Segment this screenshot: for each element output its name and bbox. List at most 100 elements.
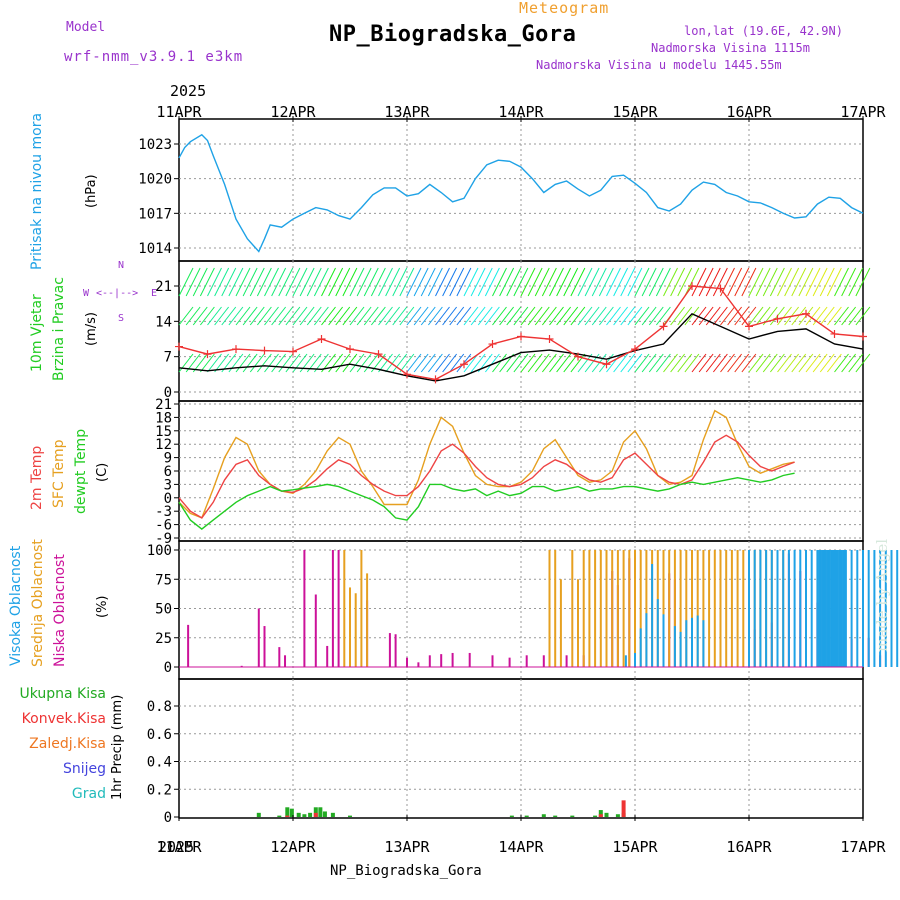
x-tick-label-bottom: 14APR [498,838,544,856]
wind-barb [242,267,258,297]
x-tick-label-top: 16APR [726,103,772,121]
wind-barb [435,353,450,373]
wind-barb [292,353,308,373]
wind-barb [435,267,450,297]
wind-barb [663,267,678,297]
wind-gust-marker [431,375,440,384]
wind-barb [606,353,621,373]
y-tick-label: 1023 [138,137,172,153]
wind-barb [328,353,344,373]
wind-barb [705,267,721,297]
dewpt-line [178,472,795,530]
wind-barb [748,267,764,297]
wind-barb [677,267,693,297]
y-tick-label: 0.8 [147,699,172,715]
wind-barb [549,353,564,373]
wind-barb [228,267,244,297]
wind-barb [192,306,208,326]
wind-barb [848,353,864,373]
wind-barb [634,306,650,326]
wind-gust-marker [203,350,212,359]
wind-barb [762,267,778,297]
wind-barb [805,267,821,297]
wind-barb [299,267,315,297]
footer-station: NP_Biogradska_Gora [330,863,482,879]
x-tick-label-bottom: 11APR [156,838,202,856]
wind-barb [520,267,536,297]
wind-barb [698,267,714,297]
wind-barb [606,306,621,326]
wind-barb [855,306,871,326]
wind-barb [663,353,678,373]
wind-barb [214,306,230,326]
wind-barb [449,267,465,297]
wind-barb [242,353,258,373]
wind-barb [321,267,336,297]
precip-bar-total [289,808,294,817]
wind-barb [841,306,857,326]
wind-barb [826,306,842,326]
wind-barb [370,267,386,297]
wind-barb [228,306,244,326]
wind-barb [406,267,422,297]
wind-barb [755,306,771,326]
y-tick-label: 0.6 [147,727,172,743]
wind-barb [556,353,572,373]
temp2m-label: 2m Temp [29,445,45,510]
wind-gust-marker [830,329,839,338]
precip-bar-total [318,807,323,817]
product-title: Meteogram [519,0,610,17]
wind-barb [720,306,735,326]
panel-grid [179,119,863,818]
wind-gust-marker [289,347,297,356]
wind-barb [249,353,265,373]
wind-barb [570,306,586,326]
wind-barb [256,353,272,373]
wind-barb [541,267,557,297]
precip-frozen-label: Zaledj.Kisa [29,736,106,752]
wind-barb [292,306,308,326]
wind-barb [207,353,222,373]
wind-barb [271,353,287,373]
wind-barb [207,306,222,326]
y-tick-label: 0.2 [147,782,172,798]
y-tick-label: 1017 [138,206,172,222]
wind-barb [378,267,393,297]
wind-barb [199,353,215,373]
precip-bar-total [593,815,598,817]
x-tick-label-top: 12APR [270,103,316,121]
wind-barb [335,267,351,297]
wind-gust-marker [631,345,639,354]
y-tick-label: 21 [155,397,172,413]
precip-bar-total [256,812,261,817]
wind-barb [762,353,778,373]
wind-barb [321,306,336,326]
precip-total-label: Ukupna Kisa [19,686,106,702]
wind-barb [748,306,764,326]
precip-bar-total [553,815,558,817]
wind-barb [819,267,835,297]
wind-barb [734,353,750,373]
wind-barb [826,267,842,297]
precip-bar-total [313,807,318,817]
wind-barb [235,267,251,297]
mid-cloud-label: Srednja Oblacnost [30,539,46,667]
model-label: Model [66,20,106,35]
precip-bar-total [308,812,313,817]
precip-snow-label: Snijeg [62,761,106,777]
wind-barb [570,353,586,373]
wind-barb [199,306,215,326]
wind-label-1: 10m Vjetar [29,294,45,372]
precip-bar-convective [313,812,318,817]
precip-bar-total [509,815,514,817]
station-title: NP_Biogradska_Gora [329,22,577,47]
wind-barb [271,267,287,297]
panel-marks [175,133,899,817]
wind-barb [178,353,194,373]
wind-barb [556,306,572,326]
precip-bar-total [604,812,609,817]
wind-barb [477,267,493,297]
wind-barb [499,306,515,326]
wind-barb [492,353,507,373]
wind-barb [641,267,657,297]
